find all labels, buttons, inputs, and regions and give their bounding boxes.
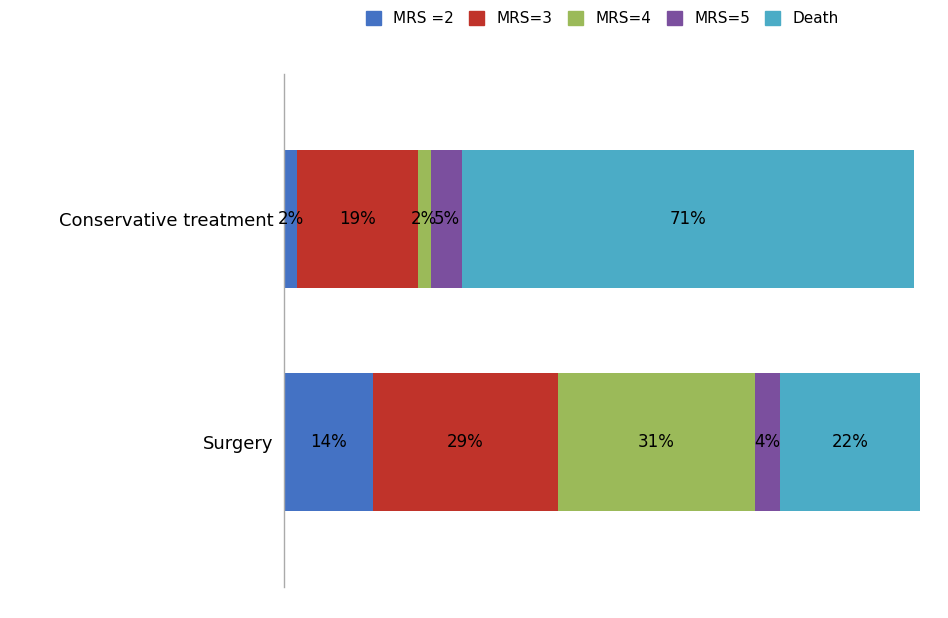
- Text: 71%: 71%: [669, 210, 706, 228]
- Text: 22%: 22%: [831, 433, 868, 451]
- Text: 19%: 19%: [339, 210, 376, 228]
- Text: 2%: 2%: [278, 210, 304, 228]
- Bar: [284, 150, 297, 288]
- Bar: [755, 373, 780, 511]
- Text: 4%: 4%: [755, 433, 780, 451]
- Bar: [557, 373, 755, 511]
- Text: 29%: 29%: [447, 433, 484, 451]
- Legend: MRS =2, MRS=3, MRS=4, MRS=5, Death: MRS =2, MRS=3, MRS=4, MRS=5, Death: [359, 5, 845, 32]
- Text: 14%: 14%: [311, 433, 347, 451]
- Bar: [374, 373, 557, 511]
- Bar: [780, 373, 921, 511]
- Text: 31%: 31%: [638, 433, 675, 451]
- Bar: [430, 150, 463, 288]
- Text: 5%: 5%: [433, 210, 460, 228]
- Bar: [284, 373, 374, 511]
- Bar: [297, 150, 418, 288]
- Bar: [418, 150, 430, 288]
- Text: 2%: 2%: [411, 210, 437, 228]
- Bar: [463, 150, 914, 288]
